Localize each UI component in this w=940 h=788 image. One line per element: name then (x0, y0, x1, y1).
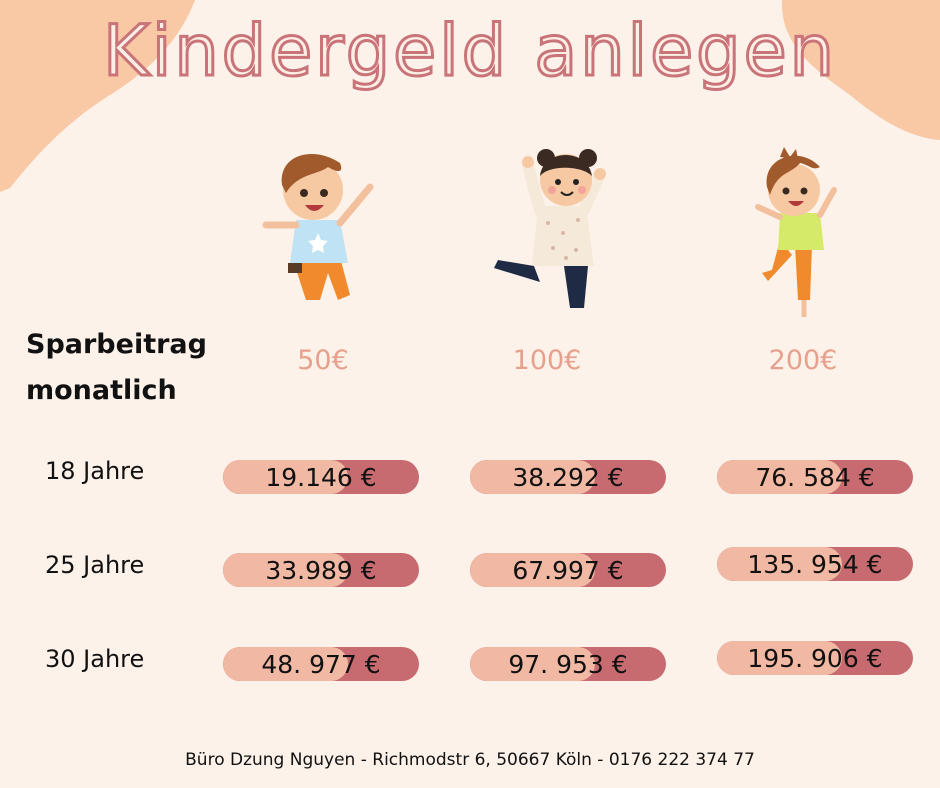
result-pill: 48. 977 € (223, 647, 419, 681)
footer-contact: Büro Dzung Nguyen - Richmodstr 6, 50667 … (185, 750, 755, 770)
column-head-200: 200€ (768, 345, 838, 376)
result-pill: 76. 584 € (717, 460, 913, 494)
savings-header-line1: Sparbeitrag (26, 329, 207, 360)
result-value: 38.292 € (512, 462, 624, 492)
column-head-100: 100€ (512, 345, 582, 376)
result-value: 195. 906 € (747, 643, 883, 673)
result-pill: 67.997 € (470, 553, 666, 587)
result-value: 67.997 € (512, 555, 624, 585)
savings-header-label: Sparbeitrag monatlich (26, 322, 207, 414)
result-pill: 135. 954 € (717, 547, 913, 581)
savings-header-line2: monatlich (26, 375, 177, 406)
result-pill: 19.146 € (223, 460, 419, 494)
row-label-25: 25 Jahre (45, 551, 145, 579)
result-value: 76. 584 € (755, 462, 875, 492)
result-pill: 33.989 € (223, 553, 419, 587)
boy-kicking-illustration (755, 147, 837, 317)
top-right-blob (781, 0, 940, 140)
result-value: 97. 953 € (508, 649, 628, 679)
boy-jumping-illustration (262, 154, 374, 300)
result-pill: 97. 953 € (470, 647, 666, 681)
page-title: Kindergeld anlegen (101, 9, 838, 94)
row-label-30: 30 Jahre (45, 645, 145, 673)
result-value: 33.989 € (265, 555, 377, 585)
top-left-blob (0, 0, 195, 192)
column-head-50: 50€ (297, 345, 349, 376)
result-value: 19.146 € (265, 462, 377, 492)
row-label-18: 18 Jahre (45, 457, 145, 485)
result-pill: 38.292 € (470, 460, 666, 494)
result-value: 135. 954 € (747, 549, 883, 579)
result-pill: 195. 906 € (717, 641, 913, 675)
girl-dancing-illustration (494, 149, 606, 308)
result-value: 48. 977 € (261, 649, 381, 679)
